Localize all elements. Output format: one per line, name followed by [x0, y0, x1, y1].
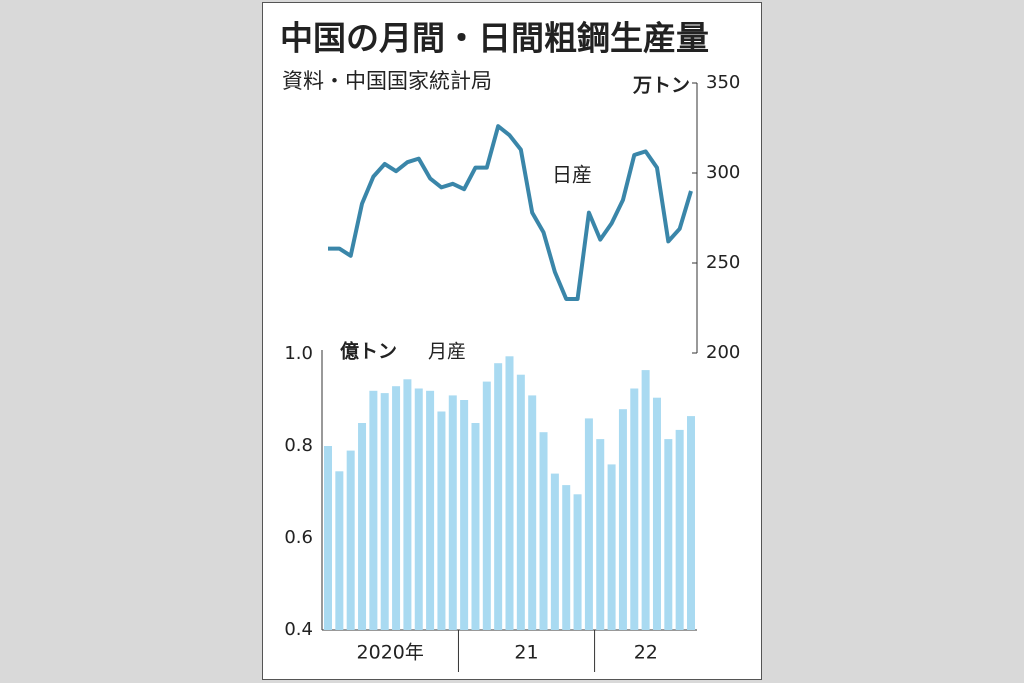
legend-bar: 月産 — [428, 341, 466, 363]
y2-tick-label: 200 — [706, 342, 740, 363]
bar — [550, 473, 559, 630]
y2-unit: 万トン — [632, 75, 690, 97]
bar — [471, 423, 480, 630]
bar — [562, 485, 571, 630]
y2-tick-label: 250 — [706, 252, 740, 273]
bar — [448, 395, 457, 630]
bar — [652, 397, 661, 630]
bar — [607, 464, 616, 630]
y-tick-label: 0.8 — [284, 435, 313, 456]
bar — [618, 409, 627, 630]
bar — [482, 381, 491, 630]
line — [328, 124, 693, 301]
chart-title: 中国の月間・日間粗鋼生産量 — [280, 19, 709, 58]
bar — [675, 429, 684, 630]
bar — [324, 446, 332, 630]
bar — [494, 363, 503, 630]
bar — [380, 393, 389, 630]
bar — [392, 386, 401, 630]
bar — [596, 439, 605, 630]
bar — [687, 416, 695, 630]
y-tick-label: 0.4 — [284, 619, 313, 640]
bar — [358, 423, 367, 630]
y-tick-label: 0.6 — [284, 527, 313, 548]
bar — [414, 388, 423, 630]
bar — [539, 432, 548, 630]
bar — [630, 388, 639, 630]
legend-line: 日産 — [552, 163, 592, 187]
bar — [403, 379, 412, 630]
bar — [335, 471, 344, 630]
y-tick-label: 1.0 — [284, 343, 313, 364]
bar — [664, 439, 673, 630]
x-group-label: 21 — [514, 642, 538, 664]
bar — [641, 370, 650, 630]
bar — [528, 395, 537, 630]
bar — [346, 450, 355, 630]
y-unit: 億トン — [340, 340, 397, 363]
y2-tick-label: 300 — [706, 162, 740, 183]
y2-tick-label: 350 — [706, 72, 740, 93]
bar — [369, 390, 378, 630]
x-group-label: 22 — [634, 642, 658, 664]
bar — [437, 411, 446, 630]
bar — [516, 374, 525, 630]
bar — [505, 356, 514, 630]
bar — [426, 390, 435, 630]
subtitle: 資料・中国国家統計局 — [282, 69, 492, 93]
bar — [460, 400, 469, 630]
bar — [573, 494, 582, 630]
bar — [584, 418, 593, 630]
x-group-label: 2020年 — [357, 642, 424, 664]
